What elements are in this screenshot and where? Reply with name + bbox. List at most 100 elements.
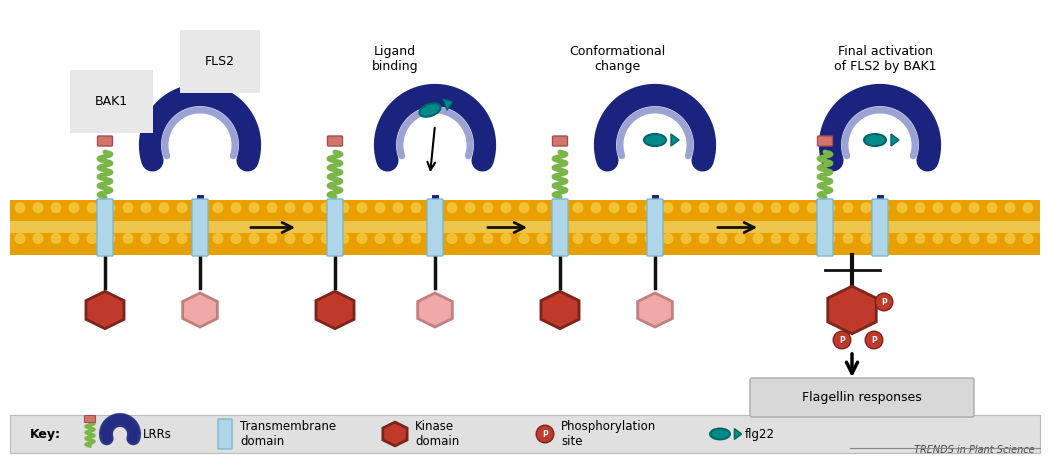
Circle shape <box>806 202 818 213</box>
Circle shape <box>501 233 511 244</box>
Circle shape <box>285 233 295 244</box>
Circle shape <box>231 202 242 213</box>
Circle shape <box>932 202 944 213</box>
Circle shape <box>357 233 367 244</box>
Circle shape <box>428 233 440 244</box>
Circle shape <box>572 202 584 213</box>
Polygon shape <box>637 293 672 327</box>
Text: P: P <box>542 430 548 438</box>
Circle shape <box>501 202 511 213</box>
Text: Conformational
change: Conformational change <box>569 45 665 73</box>
Circle shape <box>865 331 883 349</box>
Circle shape <box>320 233 332 244</box>
Polygon shape <box>86 291 124 329</box>
Circle shape <box>735 233 746 244</box>
Circle shape <box>1005 233 1015 244</box>
Circle shape <box>735 202 746 213</box>
Circle shape <box>915 233 925 244</box>
Circle shape <box>609 202 620 213</box>
Circle shape <box>968 233 980 244</box>
Circle shape <box>411 233 421 244</box>
Circle shape <box>375 233 385 244</box>
Circle shape <box>519 233 529 244</box>
Circle shape <box>464 202 476 213</box>
Text: LRRs: LRRs <box>143 427 172 441</box>
Circle shape <box>771 233 781 244</box>
Circle shape <box>609 233 620 244</box>
Circle shape <box>680 233 692 244</box>
Circle shape <box>123 233 133 244</box>
Text: Transmembrane
domain: Transmembrane domain <box>240 420 336 448</box>
Text: FLS2: FLS2 <box>205 55 235 68</box>
Text: Ligand
binding: Ligand binding <box>372 45 418 73</box>
FancyBboxPatch shape <box>327 199 343 256</box>
FancyBboxPatch shape <box>97 199 113 256</box>
Circle shape <box>537 425 553 443</box>
Circle shape <box>86 233 98 244</box>
Circle shape <box>824 233 836 244</box>
FancyBboxPatch shape <box>647 199 663 256</box>
Polygon shape <box>316 291 354 329</box>
Circle shape <box>627 233 637 244</box>
Circle shape <box>141 202 151 213</box>
Circle shape <box>123 202 133 213</box>
Circle shape <box>987 202 998 213</box>
Circle shape <box>554 233 566 244</box>
Circle shape <box>212 202 224 213</box>
Circle shape <box>338 202 350 213</box>
Circle shape <box>15 202 25 213</box>
Text: Final activation
of FLS2 by BAK1: Final activation of FLS2 by BAK1 <box>834 45 937 73</box>
Text: Phosphorylation
site: Phosphorylation site <box>561 420 656 448</box>
FancyBboxPatch shape <box>328 136 342 146</box>
Circle shape <box>627 202 637 213</box>
Circle shape <box>338 233 350 244</box>
FancyBboxPatch shape <box>427 199 443 256</box>
Circle shape <box>950 202 962 213</box>
Circle shape <box>834 331 851 349</box>
Circle shape <box>789 202 799 213</box>
Circle shape <box>15 233 25 244</box>
Text: P: P <box>881 297 887 307</box>
Circle shape <box>464 233 476 244</box>
Circle shape <box>176 202 188 213</box>
Circle shape <box>806 233 818 244</box>
Text: Kinase
domain: Kinase domain <box>415 420 459 448</box>
Circle shape <box>249 202 259 213</box>
Polygon shape <box>183 293 217 327</box>
Ellipse shape <box>419 103 441 117</box>
Bar <box>10 221 1040 233</box>
Circle shape <box>879 233 889 244</box>
Circle shape <box>897 233 907 244</box>
Text: BAK1: BAK1 <box>94 95 128 108</box>
FancyBboxPatch shape <box>552 199 568 256</box>
Circle shape <box>267 202 277 213</box>
Circle shape <box>1023 202 1033 213</box>
Circle shape <box>753 202 763 213</box>
Circle shape <box>950 233 962 244</box>
Circle shape <box>753 233 763 244</box>
Circle shape <box>50 233 62 244</box>
Circle shape <box>302 233 314 244</box>
Polygon shape <box>383 422 407 446</box>
Bar <box>10 200 1040 255</box>
FancyBboxPatch shape <box>552 136 567 146</box>
Circle shape <box>590 202 602 213</box>
Text: Flagellin responses: Flagellin responses <box>802 391 922 404</box>
Circle shape <box>663 202 673 213</box>
Circle shape <box>194 202 206 213</box>
Circle shape <box>393 233 403 244</box>
Circle shape <box>68 202 80 213</box>
Polygon shape <box>443 99 453 110</box>
Circle shape <box>33 202 43 213</box>
Circle shape <box>771 202 781 213</box>
Circle shape <box>968 202 980 213</box>
Text: Key:: Key: <box>30 427 61 441</box>
Circle shape <box>876 293 892 311</box>
Circle shape <box>159 202 169 213</box>
Text: P: P <box>839 336 845 345</box>
Circle shape <box>159 233 169 244</box>
Text: flg22: flg22 <box>746 427 775 441</box>
Circle shape <box>231 233 242 244</box>
Circle shape <box>698 202 710 213</box>
Circle shape <box>897 202 907 213</box>
